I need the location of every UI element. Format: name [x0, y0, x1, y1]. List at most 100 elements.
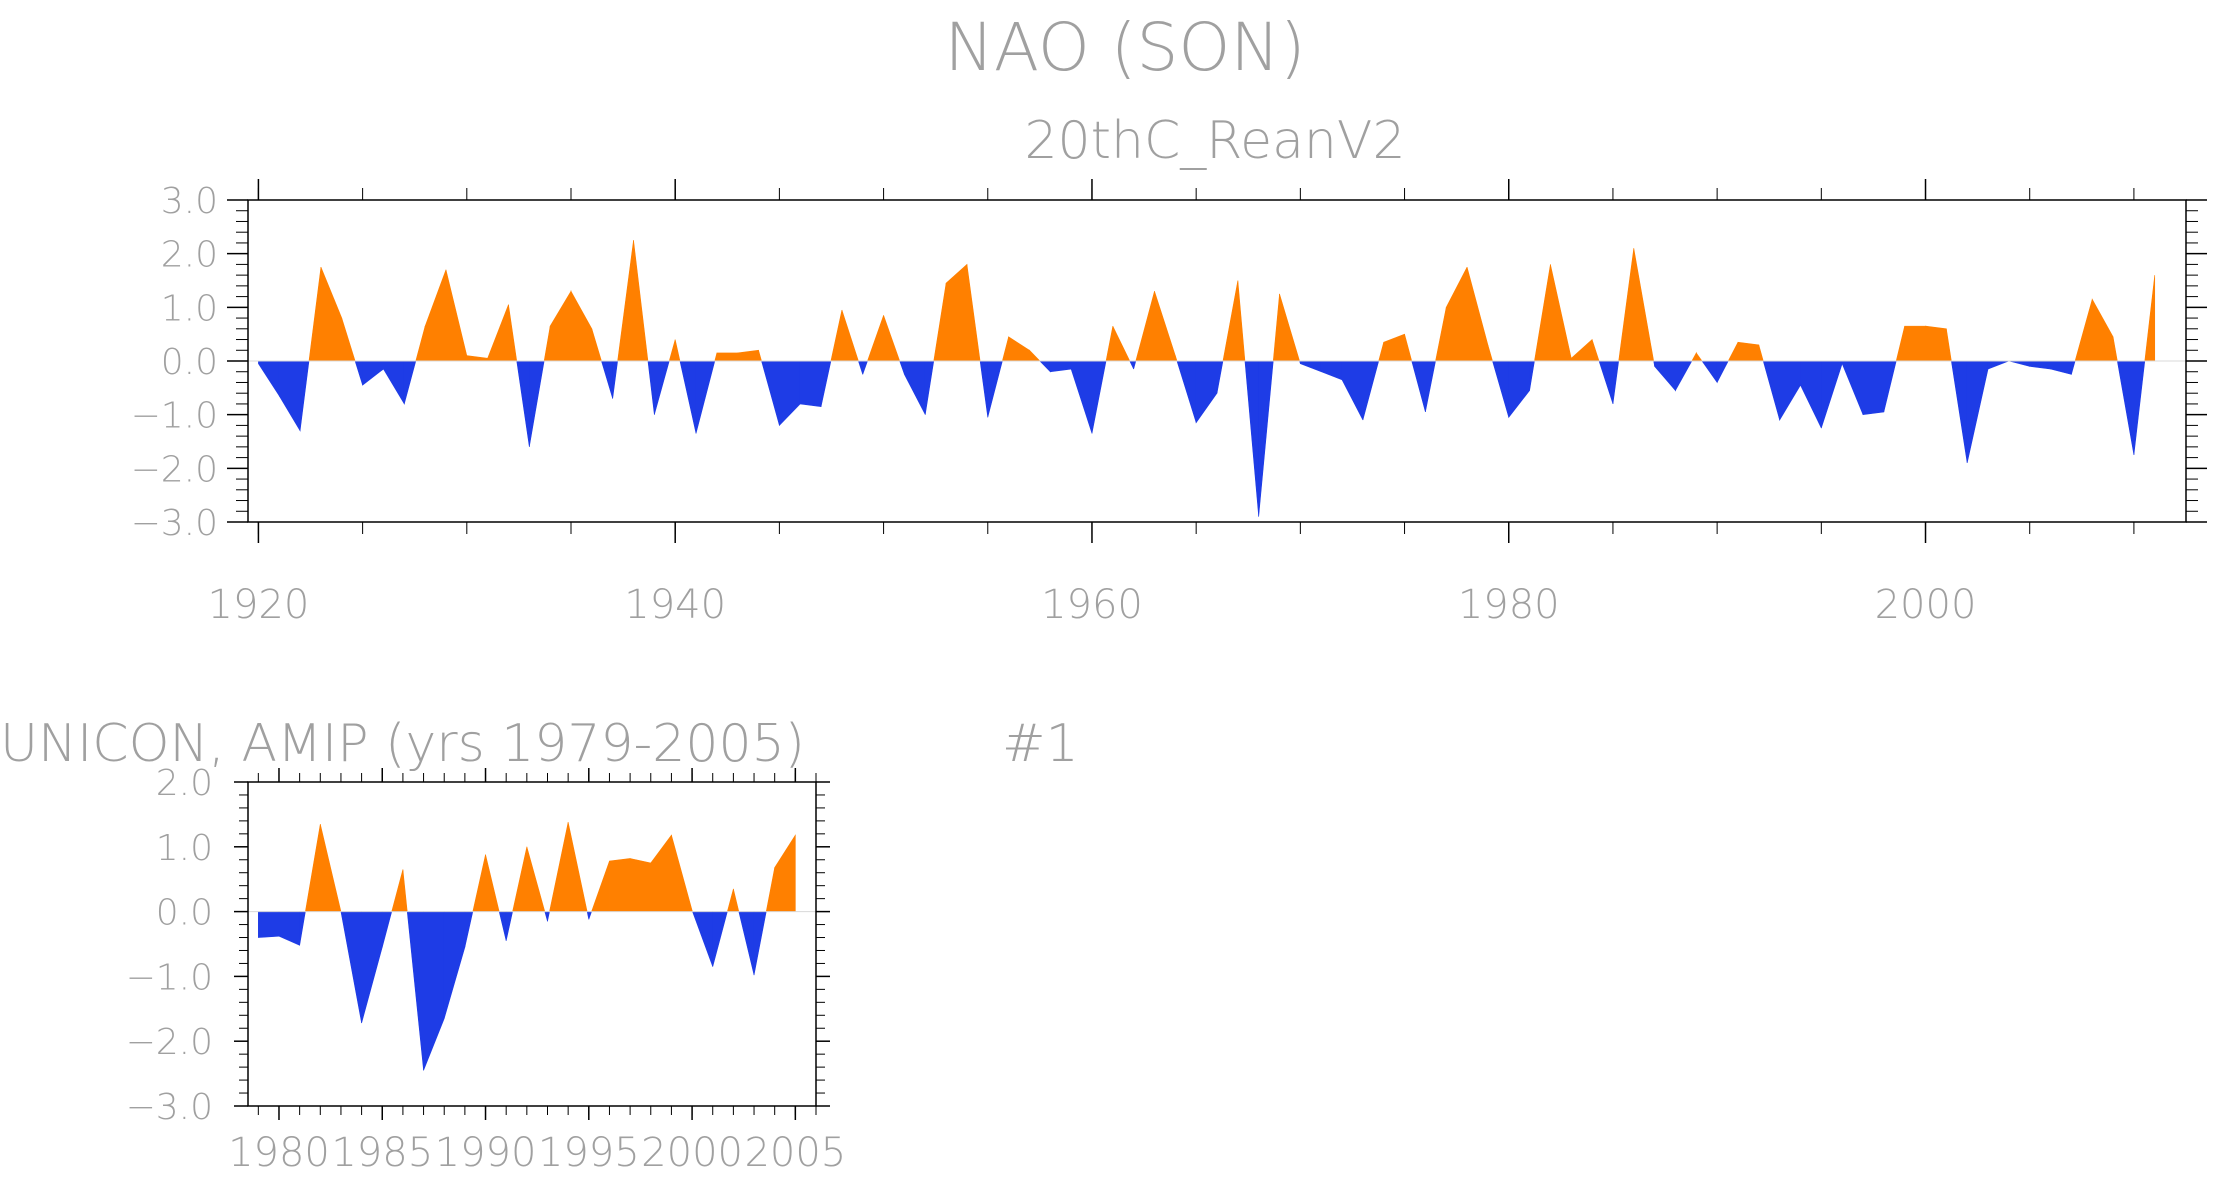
positive-area-segment	[508, 304, 518, 362]
positive-area-segment	[629, 858, 652, 912]
positive-area-segment	[1691, 351, 1697, 362]
top-panel-subtitle: 20thC_ReanV2	[1024, 111, 1405, 171]
negative-area-segment	[340, 911, 362, 1024]
positive-area-segment	[1435, 307, 1447, 362]
positive-area-segment	[671, 835, 693, 912]
negative-area-segment	[1300, 360, 1322, 373]
positive-area-segment	[609, 858, 631, 912]
negative-area-segment	[799, 360, 822, 407]
negative-area-segment	[278, 911, 300, 946]
main-title: NAO (SON)	[944, 9, 1305, 86]
positive-area-segment	[526, 846, 546, 912]
positive-area-segment	[1135, 291, 1155, 362]
y-tick-label: −3.0	[126, 1087, 213, 1128]
negative-area-segment	[299, 360, 310, 431]
positive-area-segment	[1550, 264, 1572, 362]
negative-area-segment	[1883, 360, 1897, 413]
negative-area-segment	[904, 360, 926, 415]
positive-area-segment	[945, 263, 968, 362]
positive-area-segment	[1222, 280, 1239, 362]
positive-area-segment	[415, 326, 426, 362]
positive-area-segment	[549, 290, 572, 362]
x-tick-label: 2005	[744, 1130, 846, 1176]
negative-area-segment	[2071, 360, 2076, 375]
negative-area-segment	[899, 360, 905, 375]
positive-area-segment	[543, 326, 551, 362]
positive-area-segment	[1383, 333, 1405, 362]
positive-area-segment	[2112, 336, 2118, 362]
positive-area-segment	[650, 834, 672, 912]
positive-area-segment	[1279, 293, 1300, 362]
y-tick-label: 1.0	[156, 828, 213, 869]
y-tick-label: −2.0	[126, 1022, 213, 1063]
x-tick-label: 1940	[624, 582, 726, 628]
positive-area-segment	[487, 304, 509, 362]
y-tick-label: −1.0	[126, 957, 213, 998]
negative-area-segment	[1195, 360, 1218, 424]
positive-area-segment	[966, 264, 981, 362]
positive-area-segment	[485, 854, 500, 912]
x-tick-label: 1995	[538, 1130, 640, 1176]
negative-area-segment	[299, 911, 306, 946]
negative-area-segment	[1598, 360, 1614, 405]
positive-area-segment	[1618, 248, 1635, 362]
positive-area-segment	[1445, 266, 1468, 362]
negative-area-segment	[1039, 360, 1051, 373]
negative-area-segment	[857, 360, 864, 375]
top-panel-plot: 3.0 2.0 1.0 0.0 −1.0 −2.0 −3.0 1920 1940 1960 1980…	[131, 179, 2207, 628]
negative-area-segment	[464, 911, 474, 948]
negative-area-segment	[924, 360, 935, 415]
positive-area-segment	[933, 283, 947, 362]
positive-area-segment	[402, 869, 408, 912]
positive-area-segment	[1029, 349, 1041, 362]
positive-area-segment	[1925, 325, 1947, 362]
positive-area-segment	[1695, 352, 1703, 362]
positive-area-segment	[1404, 334, 1413, 362]
positive-area-segment	[1946, 328, 1952, 362]
negative-area-segment	[1529, 360, 1535, 391]
negative-area-segment	[1133, 360, 1137, 370]
negative-area-segment	[1320, 360, 1343, 381]
positive-area-segment	[617, 240, 634, 362]
negative-area-segment	[498, 911, 507, 941]
positive-area-segment	[1154, 291, 1176, 362]
negative-area-segment	[1821, 360, 1843, 429]
negative-area-segment	[1129, 360, 1134, 370]
positive-area-segment	[1570, 338, 1593, 362]
negative-area-segment	[1049, 360, 1072, 373]
negative-area-segment	[862, 360, 868, 375]
positive-area-segment	[830, 309, 843, 362]
positive-area-segment	[308, 267, 322, 362]
positive-area-segment	[765, 867, 775, 912]
positive-area-segment	[1466, 267, 1489, 362]
positive-area-segment	[733, 888, 740, 912]
positive-area-segment	[1378, 342, 1385, 362]
positive-area-segment	[1904, 325, 1926, 362]
positive-area-segment	[512, 846, 528, 912]
positive-area-segment	[714, 352, 718, 362]
axis-ticks	[227, 179, 2207, 543]
negative-area-segment	[383, 360, 405, 406]
negative-area-segment	[1841, 360, 1864, 415]
negative-area-segment	[1492, 360, 1510, 418]
negative-area-segment	[529, 360, 545, 447]
x-tick-label: 1920	[208, 582, 310, 628]
positive-area-segment	[726, 888, 734, 912]
positive-area-segment	[1237, 280, 1246, 362]
positive-area-segment	[1487, 344, 1493, 362]
negative-area-segment	[712, 911, 728, 967]
x-tick-label: 1980	[1458, 582, 1560, 628]
y-tick-label: −2.0	[131, 449, 218, 490]
negative-area-segment	[779, 360, 801, 427]
y-tick-label: 2.0	[156, 763, 213, 804]
negative-area-segment	[647, 360, 655, 415]
negative-area-segment	[1612, 360, 1620, 404]
bottom-panel-title: UNICON, AMIP (yrs 1979-2005)	[0, 714, 805, 774]
positive-area-segment	[867, 315, 884, 362]
positive-area-segment	[1591, 339, 1600, 362]
x-tick-label: 1990	[435, 1130, 537, 1176]
positive-area-segment	[567, 822, 588, 912]
negative-area-segment	[1951, 360, 1968, 464]
negative-area-segment	[403, 360, 417, 405]
negative-area-segment	[1762, 360, 1780, 421]
